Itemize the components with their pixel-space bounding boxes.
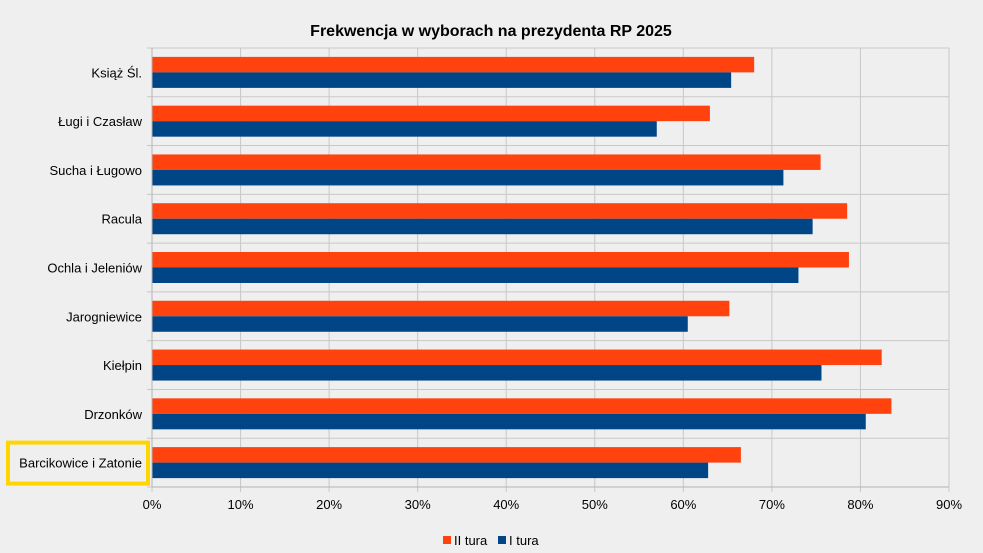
bar-ii-tura [152,349,882,366]
bar-i-tura [152,267,799,283]
category-label: Ochla i Jeleniów [47,261,142,276]
chart-title: Frekwencja w wyborach na prezydenta RP 2… [310,23,672,40]
bar-ii-tura [152,105,710,122]
category-label: Jarogniewice [66,309,142,324]
x-tick-label: 30% [405,497,431,512]
bar-i-tura [152,121,657,137]
bar-ii-tura [152,300,730,317]
bar-i-tura [152,72,732,88]
plot-area: 0% 10% 20% 30% 40% 50% 60% 70% 80% 90% Książ Śl. Łu… [6,47,962,512]
highlight-box [6,440,150,486]
x-tick-label: 70% [759,497,785,512]
x-tick-label: 80% [847,497,873,512]
x-tick-label: 40% [493,497,519,512]
category-label: Książ Śl. [91,65,142,80]
bar-i-tura [152,462,709,479]
x-tick-label: 0% [143,497,162,512]
x-tick-label: 60% [670,497,696,512]
legend-swatch [498,536,506,544]
bar-i-tura [152,218,813,235]
bar-ii-tura [152,252,849,268]
x-tick-label: 50% [582,497,608,512]
bar-i-tura [152,365,822,381]
legend-label: II tura [454,533,488,548]
x-tick-label: 20% [316,497,342,512]
category-label: Sucha i Ługowo [49,163,142,178]
bar-i-tura [152,169,784,186]
bar-ii-tura [152,56,755,73]
legend: II tura I tura [443,533,539,548]
bar-ii-tura [152,447,741,463]
bar-ii-tura [152,154,821,170]
category-label: Barcikowice i Zatonie [19,456,142,471]
bar-i-tura [152,413,866,430]
category-label: Racula [102,212,143,227]
x-tick-label: 90% [936,497,962,512]
bar-i-tura [152,316,688,332]
category-label: Drzonków [84,407,142,422]
bar-ii-tura [152,203,848,219]
bar-ii-tura [152,398,892,414]
category-label: Ługi i Czasław [58,114,142,129]
legend-swatch [443,536,451,544]
category-label: Kiełpin [103,358,142,373]
legend-label: I tura [509,533,539,548]
x-tick-label: 10% [228,497,254,512]
